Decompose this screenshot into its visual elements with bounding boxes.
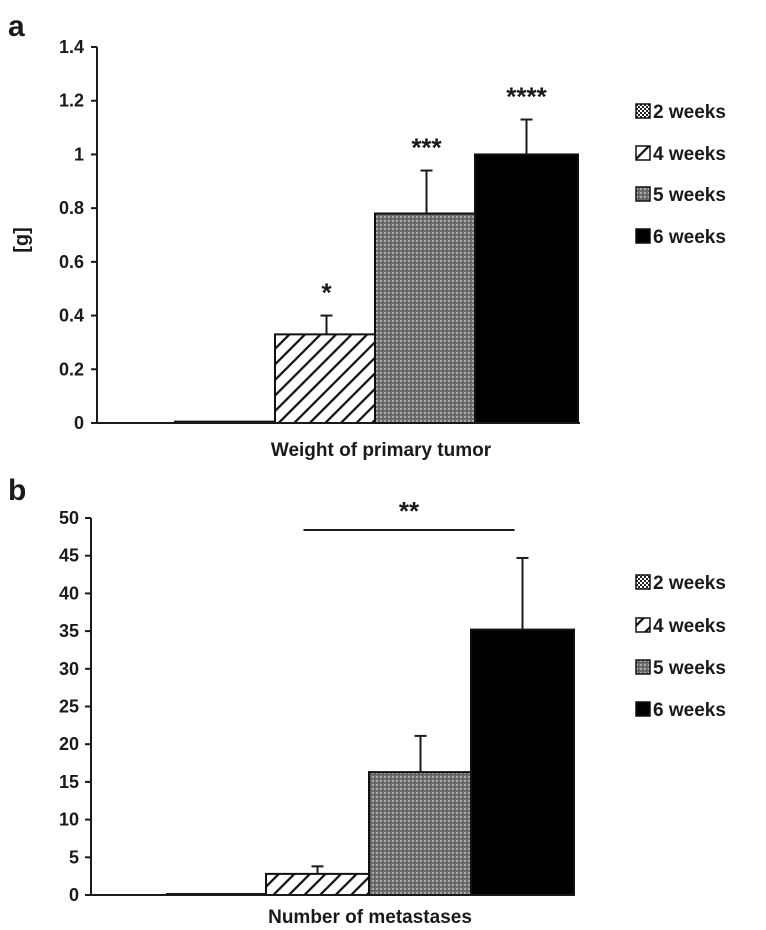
y-tick-label: 5: [69, 847, 79, 867]
y-tick-label: 0.2: [59, 359, 84, 379]
legend-swatch: [635, 145, 651, 161]
legend-a: 2 weeks 4 weeks 5 weeks 6 weeks: [635, 102, 726, 248]
y-ticks-b: 0 5 10 15 20 25 30 35 40 45 50: [59, 508, 91, 905]
chart-panel-b: b 0 5 10 15 20 25 30 35 40 45 50 ** Number of meta…: [8, 474, 726, 928]
y-tick-label: 0.4: [59, 306, 84, 326]
y-tick-label: 0.8: [59, 198, 84, 218]
legend-swatch: [635, 659, 651, 675]
y-tick-label: 0: [74, 413, 84, 433]
y-tick-label: 1.4: [59, 37, 84, 57]
error-bars-b: [311, 556, 529, 874]
y-tick-label: 0.6: [59, 252, 84, 272]
bars-b: [166, 628, 575, 897]
y-tick-label: 40: [59, 583, 79, 603]
y-tick-label: 30: [59, 659, 79, 679]
legend-label: 6 weeks: [653, 227, 726, 248]
y-tick-label: 35: [59, 621, 79, 641]
bar-5-weeks: [368, 771, 473, 897]
bars-a: [174, 153, 579, 425]
significance-labels-a: ********: [321, 82, 547, 308]
legend-label: 4 weeks: [653, 616, 726, 637]
y-axis-label-a: [g]: [11, 227, 33, 253]
legend-swatch: [635, 701, 651, 717]
legend-b: 2 weeks 4 weeks 5 weeks 6 weeks: [635, 573, 726, 721]
bar-6-weeks: [474, 153, 579, 425]
chart-panel-a: a [g] 00.20.40.60.811.21.4 ******** Weig…: [8, 10, 726, 461]
legend-swatch: [635, 103, 651, 119]
x-axis-label-a: Weight of primary tumor: [271, 440, 492, 461]
y-tick-label: 15: [59, 772, 79, 792]
y-tick-label: 45: [59, 546, 79, 566]
legend-swatch: [635, 228, 651, 244]
significance-label: ****: [506, 82, 547, 112]
legend-label: 5 weeks: [653, 658, 726, 679]
y-tick-label: 25: [59, 697, 79, 717]
x-axis-label-b: Number of metastases: [268, 907, 472, 928]
significance-label: ***: [411, 133, 442, 163]
y-tick-label: 1.2: [59, 91, 84, 111]
y-tick-label: 20: [59, 734, 79, 754]
bar-5-weeks: [374, 212, 479, 424]
y-ticks-a: 0 0.2 0.4 0.6 0.8 1 1.2 1.4: [59, 37, 97, 433]
significance-label: *: [321, 278, 332, 308]
comparison-label-b: **: [399, 496, 420, 526]
y-tick-label: 1: [74, 144, 84, 164]
y-tick-label: 10: [59, 810, 79, 830]
bar-4-weeks: [265, 872, 370, 896]
bar-4-weeks: [274, 333, 379, 424]
legend-label: 2 weeks: [653, 102, 726, 123]
legend-swatch: [635, 617, 651, 633]
y-tick-label: 50: [59, 508, 79, 528]
panel-letter-b: b: [8, 474, 26, 507]
error-bars-a: [320, 118, 533, 335]
legend-label: 6 weeks: [653, 700, 726, 721]
legend-label: 2 weeks: [653, 573, 726, 594]
legend-label: 4 weeks: [653, 144, 726, 165]
panel-letter-a: a: [8, 10, 25, 43]
legend-swatch: [635, 186, 651, 202]
y-tick-label: 0: [69, 885, 79, 905]
legend-swatch: [635, 574, 651, 590]
bar-6-weeks: [470, 628, 575, 896]
legend-label: 5 weeks: [653, 185, 726, 206]
